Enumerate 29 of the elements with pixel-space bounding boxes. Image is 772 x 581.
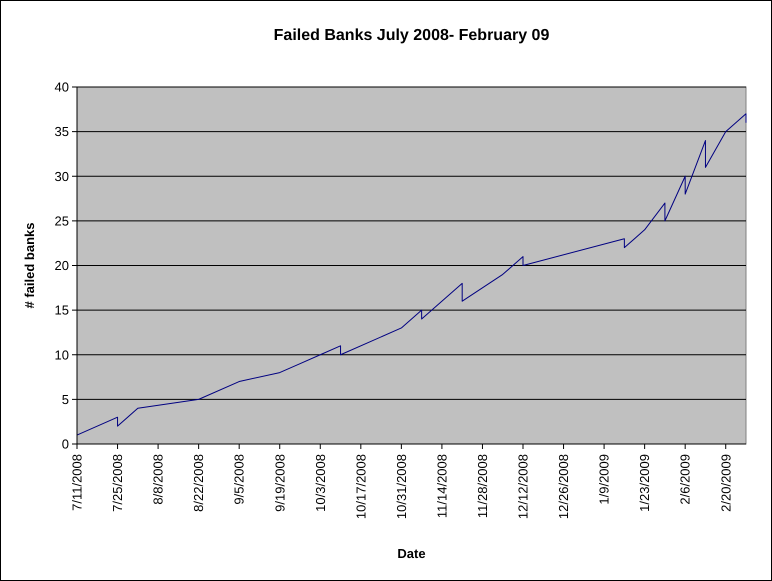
y-tick-label: 25 (54, 213, 69, 228)
x-tick-label: 7/11/2008 (70, 454, 85, 511)
x-tick-label: 11/14/2008 (434, 454, 450, 518)
y-tick-label: 10 (54, 347, 69, 362)
x-tick-label: 8/22/2008 (191, 454, 206, 512)
x-axis-title: Date (397, 546, 426, 561)
x-tick-label: 1/9/2009 (596, 454, 612, 505)
y-tick-label: 35 (54, 124, 69, 140)
x-tick-label: 12/26/2008 (556, 454, 572, 520)
x-tick-label: 2/6/2009 (678, 454, 693, 505)
x-tick-label: 7/25/2008 (110, 454, 126, 512)
y-tick-label: 30 (54, 168, 69, 184)
y-tick-label: 5 (62, 392, 69, 407)
y-axis-title: # failed banks (22, 222, 37, 308)
x-tick-label: 10/3/2008 (312, 454, 328, 512)
x-tick-label: 1/23/2009 (637, 454, 652, 512)
x-tick-label: 8/8/2008 (150, 454, 166, 505)
chart-title: Failed Banks July 2008- February 09 (274, 27, 550, 44)
x-tick-label: 12/12/2008 (516, 454, 531, 520)
x-tick-label: 11/28/2008 (475, 454, 490, 518)
x-tick-label: 10/31/2008 (394, 454, 409, 520)
x-tick-label: 2/20/2009 (718, 454, 734, 512)
y-tick-label: 0 (62, 436, 69, 452)
x-tick-label: 10/17/2008 (353, 454, 368, 520)
y-tick-label: 15 (54, 302, 69, 318)
x-tick-label: 9/5/2008 (232, 454, 247, 505)
y-tick-label: 40 (54, 80, 69, 95)
x-tick-label: 9/19/2008 (272, 454, 288, 512)
y-tick-label: 20 (54, 258, 69, 274)
